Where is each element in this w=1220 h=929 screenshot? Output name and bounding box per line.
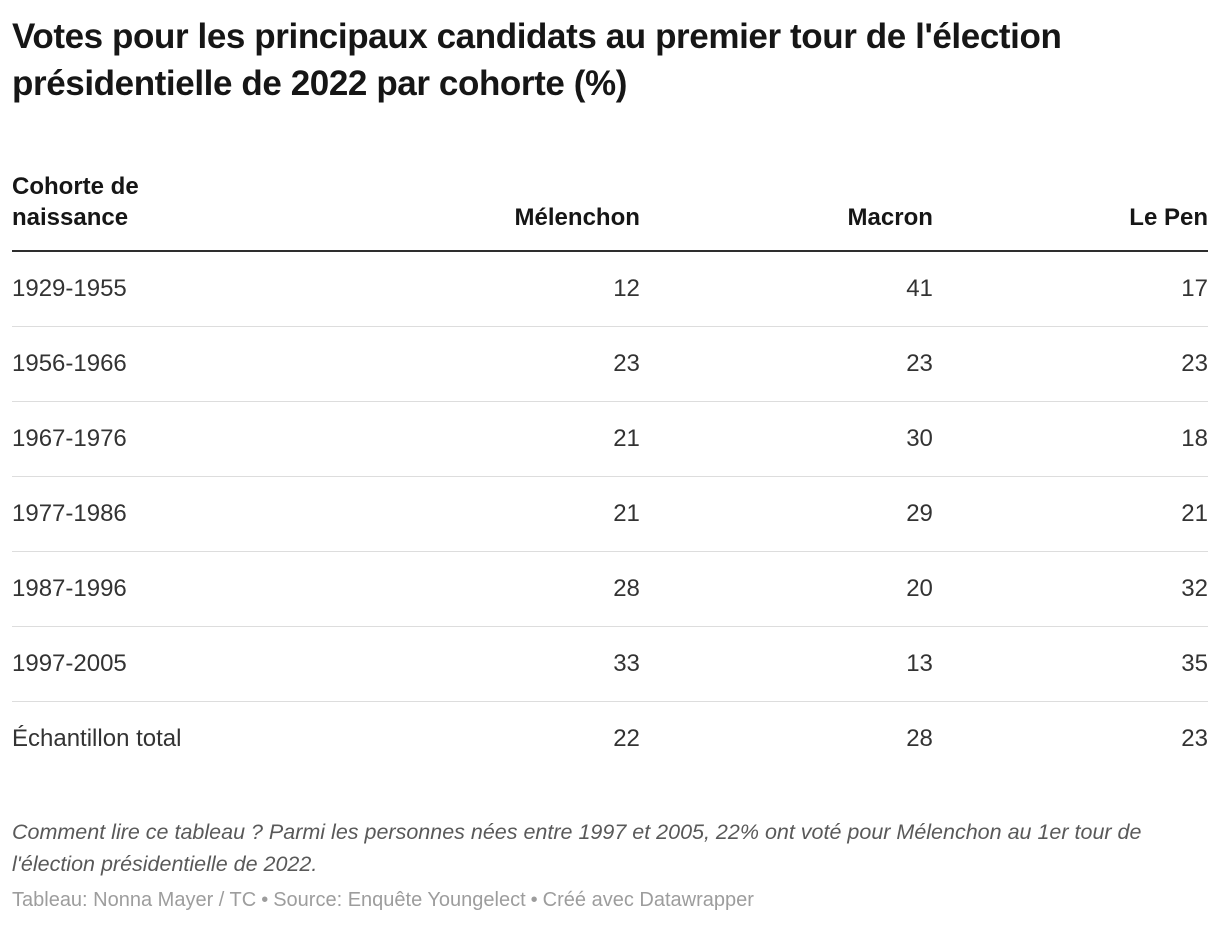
cell-macron: 20	[906, 575, 933, 602]
column-header-melenchon: Mélenchon	[514, 204, 640, 231]
cell-macron: 41	[906, 275, 933, 302]
column-header-cohort: Cohorte de naissance	[12, 171, 311, 251]
attribution-footer: Tableau: Nonna Mayer / TC • Source: Enquêt…	[12, 888, 1208, 912]
data-table: Cohorte de naissance Mélenchon Macron Le…	[12, 171, 1208, 776]
cell-lepen: 18	[1181, 425, 1208, 452]
source-text: Source: Enquête Youngelect	[273, 889, 526, 911]
datawrapper-table-chart: Votes pour les principaux candidats au p…	[0, 13, 1220, 929]
table-header-row: Cohorte de naissance Mélenchon Macron Le…	[12, 171, 1208, 251]
table-row-total: Échantillon total 22 28 23	[12, 701, 1208, 777]
cell-cohort: 1987-1996	[12, 575, 127, 602]
cell-melenchon: 33	[613, 650, 640, 677]
chart-title: Votes pour les principaux candidats au p…	[12, 17, 1062, 103]
column-header-cohort-label: Cohorte de naissance	[12, 173, 139, 231]
cell-cohort: 1929-1955	[12, 275, 127, 302]
cell-lepen: 21	[1181, 500, 1208, 527]
column-header-lepen: Le Pen	[1129, 204, 1208, 231]
how-to-read-note: Comment lire ce tableau ? Parmi les pers…	[12, 820, 1142, 876]
cell-melenchon: 22	[613, 725, 640, 752]
bullet-separator: •	[530, 889, 538, 911]
cell-lepen: 23	[1181, 725, 1208, 752]
table-row: 1967-1976 21 30 18	[12, 401, 1208, 477]
table-row: 1987-1996 28 20 32	[12, 551, 1208, 627]
cell-melenchon: 21	[613, 500, 640, 527]
column-header-macron: Macron	[847, 204, 933, 231]
cell-lepen: 35	[1181, 650, 1208, 677]
cell-lepen: 32	[1181, 575, 1208, 602]
cell-melenchon: 23	[613, 350, 640, 377]
cell-melenchon: 28	[613, 575, 640, 602]
datawrapper-credit-link[interactable]: Créé avec Datawrapper	[542, 889, 754, 911]
cell-cohort: 1956-1966	[12, 350, 127, 377]
cell-macron: 23	[906, 350, 933, 377]
cell-macron: 13	[906, 650, 933, 677]
cell-cohort: 1967-1976	[12, 425, 127, 452]
cell-melenchon: 21	[613, 425, 640, 452]
cell-cohort: 1977-1986	[12, 500, 127, 527]
cell-macron: 30	[906, 425, 933, 452]
cell-lepen: 23	[1181, 350, 1208, 377]
table-row: 1997-2005 33 13 35	[12, 626, 1208, 702]
cell-macron: 28	[906, 725, 933, 752]
cell-cohort: Échantillon total	[12, 725, 182, 752]
cell-lepen: 17	[1181, 275, 1208, 302]
bullet-separator: •	[261, 889, 269, 911]
cell-macron: 29	[906, 500, 933, 527]
table-row: 1929-1955 12 41 17	[12, 251, 1208, 327]
table-row: 1977-1986 21 29 21	[12, 476, 1208, 552]
cell-cohort: 1997-2005	[12, 650, 127, 677]
byline-text: Tableau: Nonna Mayer / TC	[12, 889, 257, 911]
table-row: 1956-1966 23 23 23	[12, 326, 1208, 402]
cell-melenchon: 12	[613, 275, 640, 302]
